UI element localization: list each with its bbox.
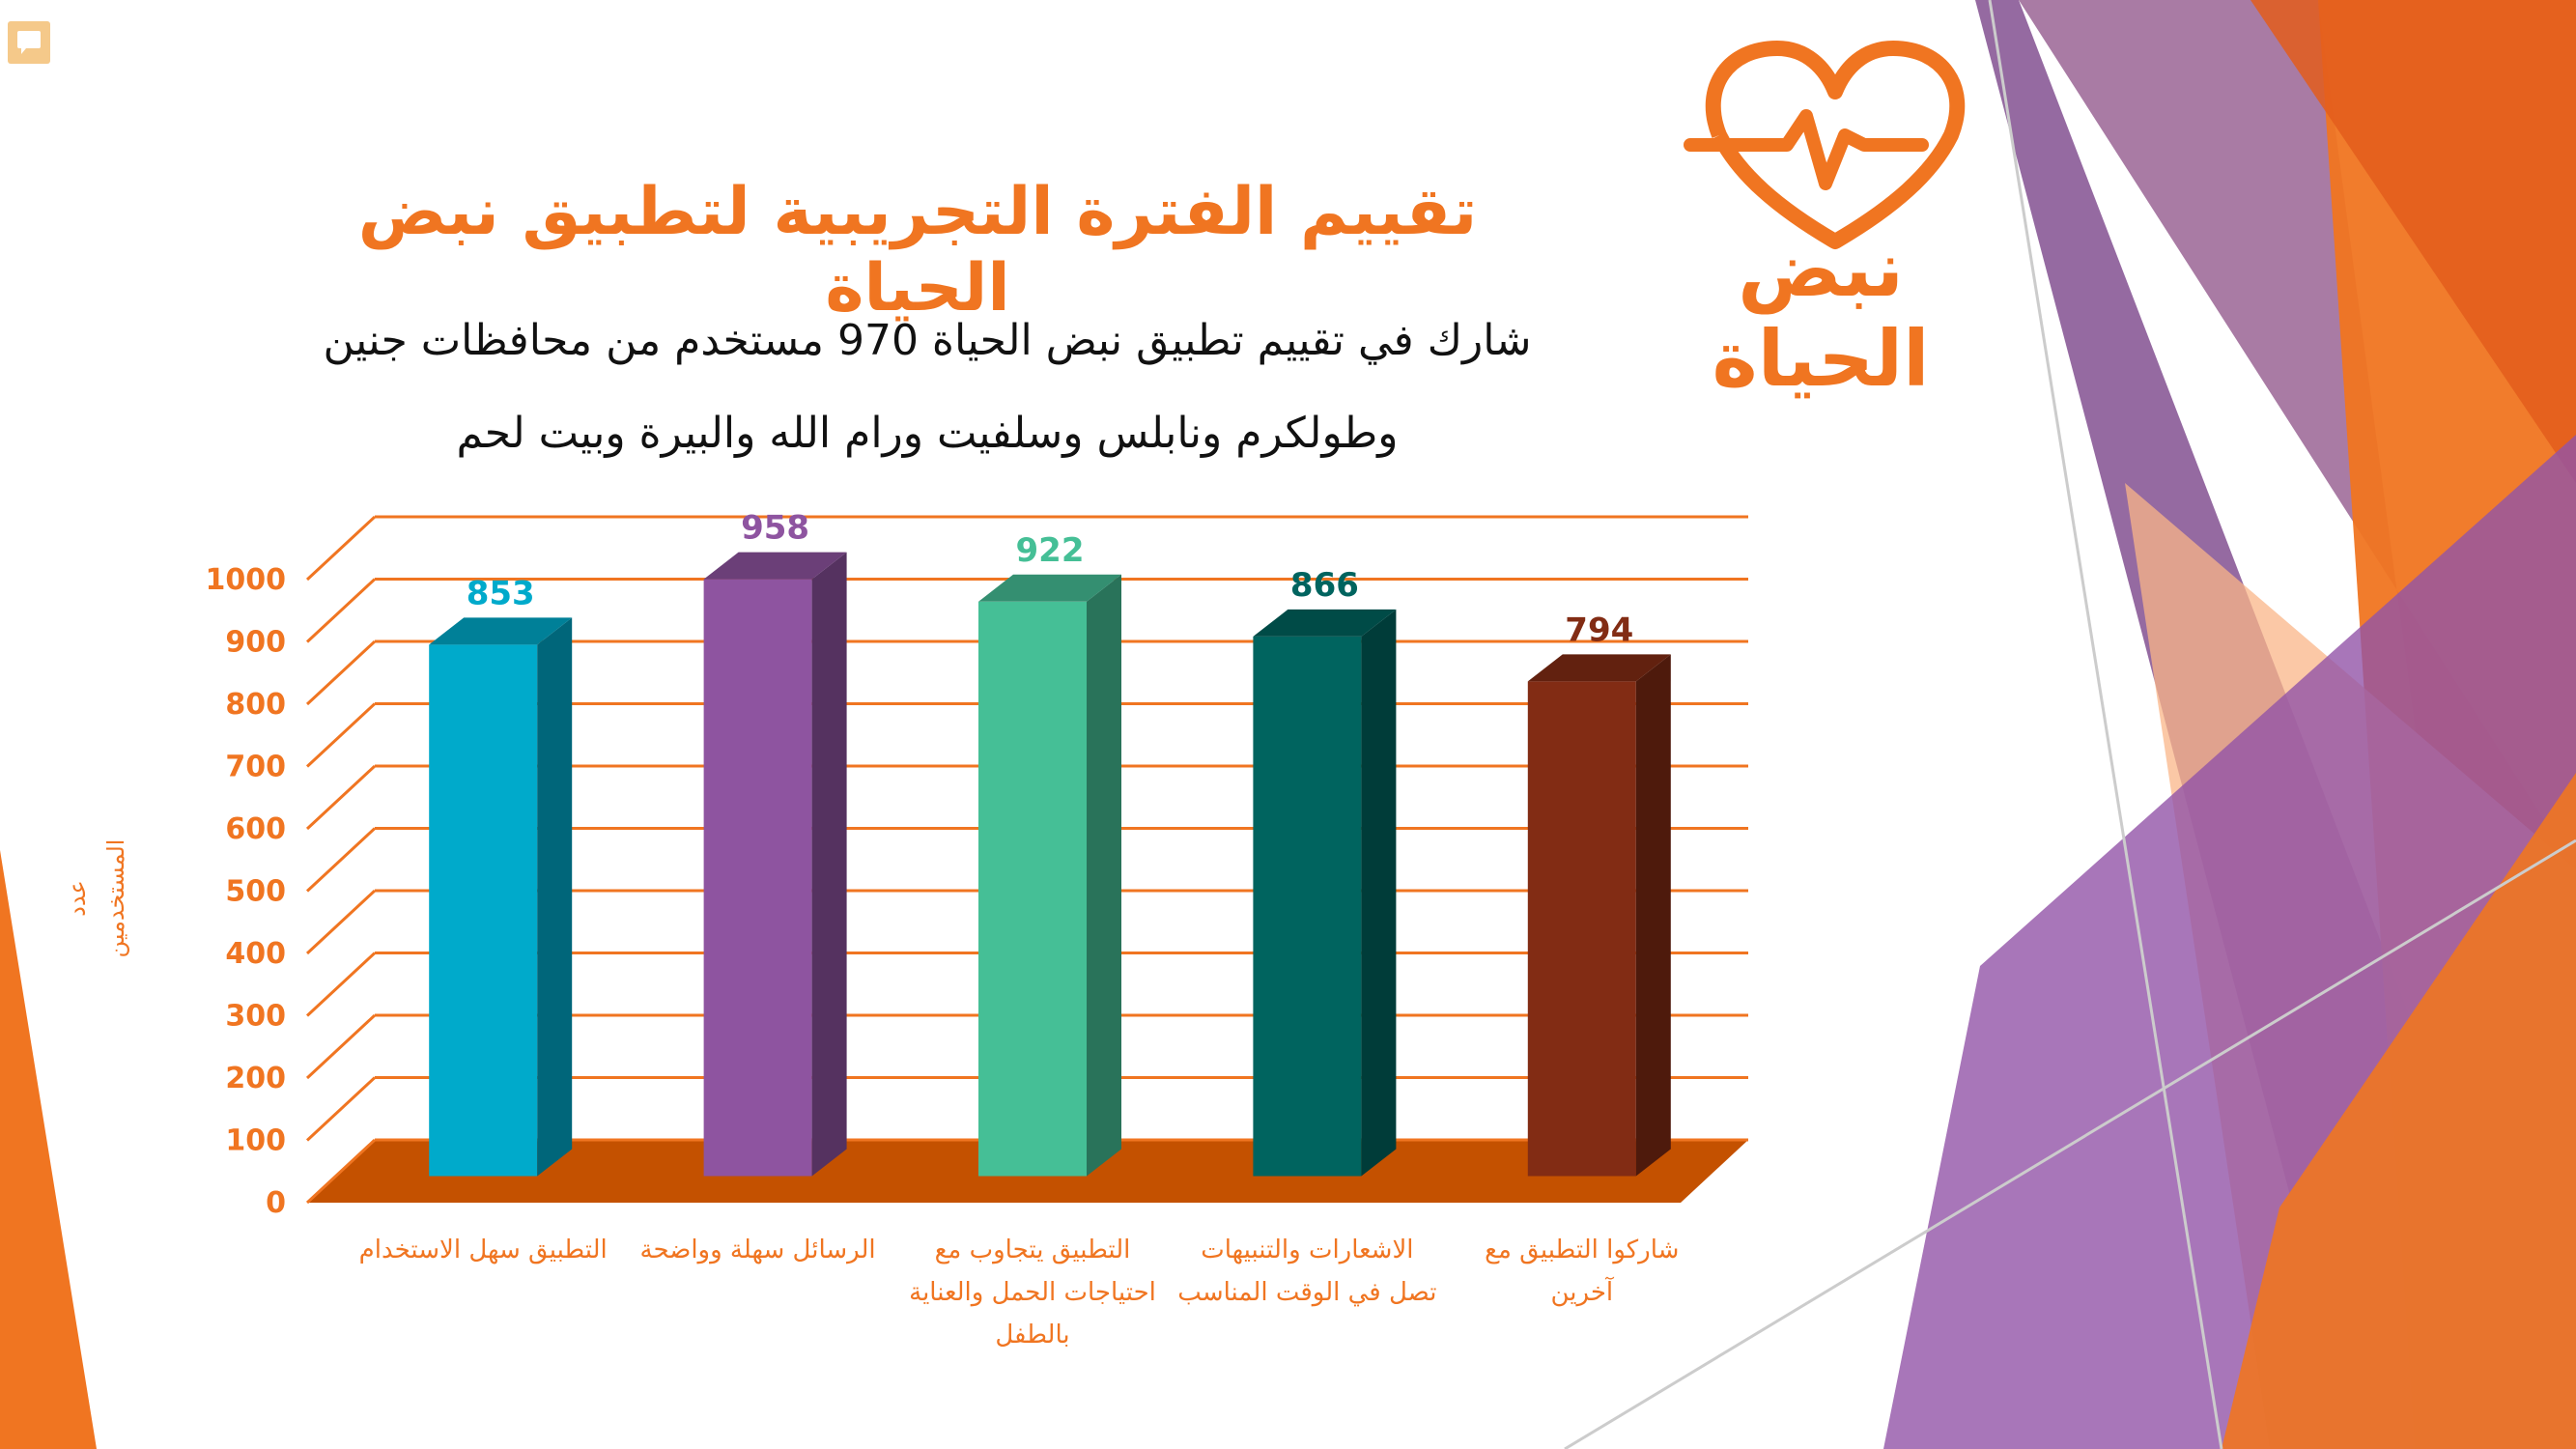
- x-tick-label: التطبيق سهل الاستخدام: [358, 1236, 608, 1264]
- y-tick-label: 600: [225, 812, 286, 846]
- gridline-diagonal: [305, 827, 377, 893]
- bar-top: [703, 552, 847, 580]
- logo-text: نبض الحياة: [1712, 224, 1930, 404]
- bar-side: [1087, 574, 1121, 1177]
- bar-side: [1635, 654, 1671, 1177]
- bar-front: [703, 579, 812, 1177]
- subtitle-line-1: شارك في تقييم تطبيق نبض الحياة 970 مستخد…: [323, 316, 1532, 365]
- y-tick-label: 300: [225, 1000, 286, 1034]
- gridline-diagonal: [305, 639, 377, 706]
- y-tick-label: 700: [225, 751, 286, 784]
- data-label: 866: [1290, 566, 1359, 605]
- bar-front: [1253, 636, 1362, 1177]
- gridline-diagonal: [305, 702, 377, 768]
- y-tick-label: 400: [225, 937, 286, 971]
- heartbeat-logo-icon: [1684, 41, 1966, 249]
- data-label: 853: [467, 574, 535, 612]
- bar-side: [537, 617, 573, 1177]
- y-tick-label: 100: [225, 1124, 286, 1158]
- y-tick-label: 0: [266, 1186, 286, 1220]
- bar-top: [1527, 654, 1671, 682]
- gridline-diagonal: [305, 889, 377, 955]
- gridline-diagonal: [305, 1013, 377, 1080]
- slide-subtitle: شارك في تقييم تطبيق نبض الحياة 970 مستخد…: [319, 295, 1536, 480]
- x-tick-label: الاشعارات والتنبيهات تصل في الوقت المناس…: [1177, 1236, 1437, 1307]
- bar-side: [811, 552, 847, 1177]
- bar-top: [429, 617, 573, 645]
- data-label: 922: [1016, 531, 1085, 570]
- bar-top: [1253, 609, 1397, 637]
- gridline-diagonal: [305, 1138, 377, 1205]
- gridline-diagonal: [305, 952, 377, 1017]
- gridline-diagonal: [305, 764, 377, 831]
- slide-title: تقييم الفترة التجريبية لتطبيق نبض الحياة: [357, 174, 1478, 327]
- bar-front: [429, 644, 538, 1177]
- data-label: 958: [741, 509, 809, 548]
- y-axis-label: عدد المستخدمين: [64, 838, 129, 958]
- y-tick-label: 200: [225, 1062, 286, 1095]
- gridline-diagonal: [305, 1076, 377, 1142]
- y-tick-label: 1000: [206, 563, 287, 597]
- subtitle-line-2: وطولكرم ونابلس وسلفيت ورام الله والبيرة …: [456, 409, 1399, 458]
- x-tick-label: الرسائل سهلة وواضحة: [639, 1236, 876, 1264]
- bar-front: [978, 601, 1087, 1177]
- bar-side: [1361, 609, 1397, 1177]
- x-tick-label: شاركوا التطبيق مع آخرين: [1485, 1236, 1680, 1307]
- y-tick-label: 500: [225, 875, 286, 909]
- gridline-diagonal: [305, 578, 377, 643]
- bar-top: [978, 574, 1121, 602]
- comment-icon[interactable]: [8, 21, 50, 64]
- y-tick-label: 800: [225, 688, 286, 722]
- data-label: 794: [1565, 611, 1633, 649]
- y-tick-label: 900: [225, 626, 286, 660]
- x-tick-label: التطبيق يتجاوب مع احتياجات الحمل والعناي…: [909, 1236, 1156, 1350]
- gridline-diagonal: [305, 515, 377, 582]
- bar-front: [1527, 681, 1636, 1177]
